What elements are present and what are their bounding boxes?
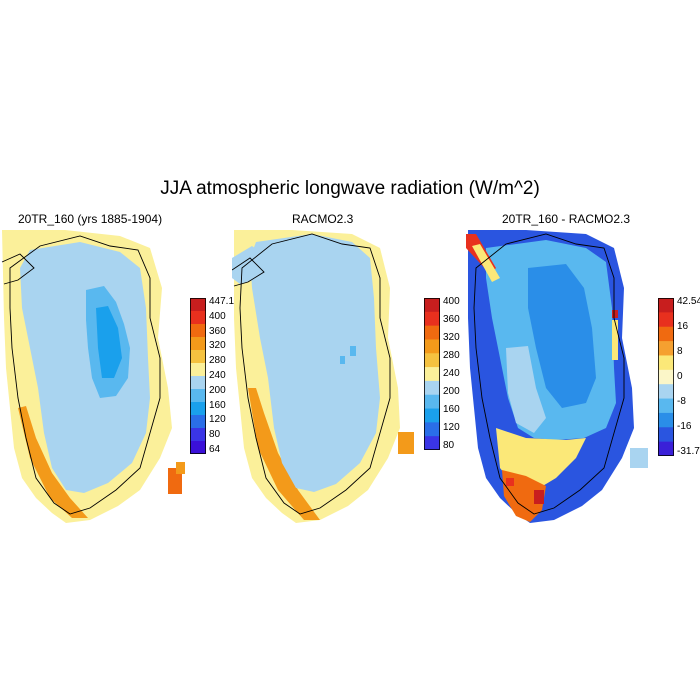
colorbar-tick-label: 320	[209, 340, 226, 352]
colorbar-tick-label: 360	[443, 314, 460, 325]
ice-center-darker	[528, 264, 596, 408]
colorbar-segment	[424, 311, 440, 327]
iceland-fragment	[630, 448, 648, 468]
colorbar-tick-label: -16	[677, 421, 692, 432]
colorbar-segment	[424, 367, 440, 382]
panel-3-title: 20TR_160 - RACMO2.3	[502, 212, 631, 226]
ice-sheet-center-dot	[350, 346, 356, 356]
colorbar-tick-label: 400	[443, 296, 460, 307]
colorbar-segment	[658, 412, 674, 428]
colorbar-frame	[658, 298, 674, 456]
colorbar-tick-label: 160	[443, 404, 460, 415]
colorbar-segment	[190, 311, 206, 325]
colorbar-tick-label: -8	[677, 396, 686, 407]
colorbar-tick-label: 80	[443, 440, 455, 451]
colorbar-tick-label: -31.7	[677, 446, 700, 457]
colorbar-segment	[190, 363, 206, 377]
colorbar-segment	[658, 384, 674, 400]
colorbar-segment	[190, 415, 206, 429]
colorbar-segment	[658, 312, 674, 328]
colorbar-segment	[424, 353, 440, 368]
colorbar-segment	[424, 422, 440, 437]
colorbar-tick-label: 16	[677, 321, 689, 332]
colorbar-segment	[658, 398, 674, 414]
colorbar-frame	[190, 298, 206, 454]
south-red-cell	[534, 490, 544, 504]
colorbar-tick-label: 160	[209, 399, 226, 411]
panel-1-title: 20TR_160 (yrs 1885-1904)	[18, 212, 163, 226]
colorbar-segment	[424, 380, 440, 396]
greenland-interior	[20, 242, 150, 493]
colorbar-segment	[424, 325, 440, 340]
iceland-fragment	[398, 432, 414, 454]
colorbar-tick-label: 320	[443, 332, 460, 343]
colorbar-tick-label: 0	[677, 371, 683, 382]
colorbar-tick-label: 400	[209, 310, 226, 322]
colorbar-tick-label: 360	[209, 325, 226, 337]
colorbar-frame	[424, 298, 440, 450]
colorbar-segment	[658, 369, 674, 385]
colorbar-tick-label: 64	[209, 444, 221, 455]
colorbar-tick-label: 80	[209, 429, 221, 441]
interior-light	[506, 346, 546, 433]
colorbar-segment	[190, 337, 206, 351]
panel-2-title: RACMO2.3	[292, 212, 354, 226]
colorbar-segment	[190, 376, 206, 390]
colorbar-tick-label: 120	[209, 414, 226, 426]
colorbar-segment	[658, 298, 674, 313]
coastline	[239, 233, 391, 515]
coastline	[473, 233, 625, 515]
colorbar-segment	[658, 341, 674, 356]
colorbar-tick-label: 240	[209, 370, 226, 381]
colorbar-tick-label: 200	[209, 384, 226, 396]
colorbar-segment	[424, 339, 440, 354]
colorbar-segment	[658, 427, 674, 443]
colorbar-segment	[190, 428, 206, 442]
ice-sheet-core	[96, 306, 122, 378]
colorbar-tick-label: 280	[209, 355, 226, 367]
colorbar-tick-label: 120	[443, 422, 460, 433]
colorbar-segment	[424, 436, 440, 450]
coastline	[9, 235, 161, 515]
coastline-nw	[232, 257, 265, 287]
colorbar-tick-label: 280	[443, 350, 460, 361]
south-red-cell-2	[506, 478, 514, 486]
figure-title: JJA atmospheric longwave radiation (W/m^…	[160, 178, 540, 199]
colorbar-segment	[190, 441, 206, 454]
iceland-fragment	[168, 468, 182, 494]
colorbar-segment	[190, 402, 206, 416]
panel-3-colorbar	[658, 298, 674, 456]
east-red-cell	[612, 310, 618, 318]
panel-1-field	[1, 230, 185, 523]
colorbar-tick-label: 8	[677, 346, 683, 357]
colorbar-segment	[190, 350, 206, 364]
east-yellow-cells	[612, 320, 618, 360]
nw-yellow-streaks	[472, 244, 500, 282]
colorbar-tick-label: 240	[443, 368, 460, 379]
iceland-fragment-edge	[176, 462, 185, 474]
colorbar-segment	[424, 408, 440, 423]
panel-2-field	[232, 230, 414, 523]
coastline-nw	[1, 253, 35, 285]
colorbar-segment	[190, 389, 206, 403]
ice-sheet-center-dot-2	[340, 356, 345, 364]
colorbar-segment	[658, 441, 674, 456]
colorbar-segment	[190, 324, 206, 338]
colorbar-tick-label: 200	[443, 386, 460, 397]
greenland-coast-orange	[248, 388, 320, 520]
colorbar-tick-label: 447.1	[209, 296, 235, 307]
colorbar-segment	[424, 394, 440, 410]
panel-3-map	[466, 230, 648, 523]
panel-3-field	[466, 230, 648, 523]
colorbar-tick-label: 42.54	[677, 296, 700, 307]
panel-1-colorbar	[190, 298, 206, 454]
panel-2-map	[232, 230, 414, 523]
colorbar-segment	[658, 326, 674, 342]
colorbar-segment	[424, 298, 440, 313]
colorbar-segment	[190, 298, 206, 312]
panel-1-map	[1, 230, 185, 523]
colorbar-segment	[658, 355, 674, 371]
panel-2-colorbar	[424, 298, 440, 450]
greenland-interior	[250, 234, 380, 492]
